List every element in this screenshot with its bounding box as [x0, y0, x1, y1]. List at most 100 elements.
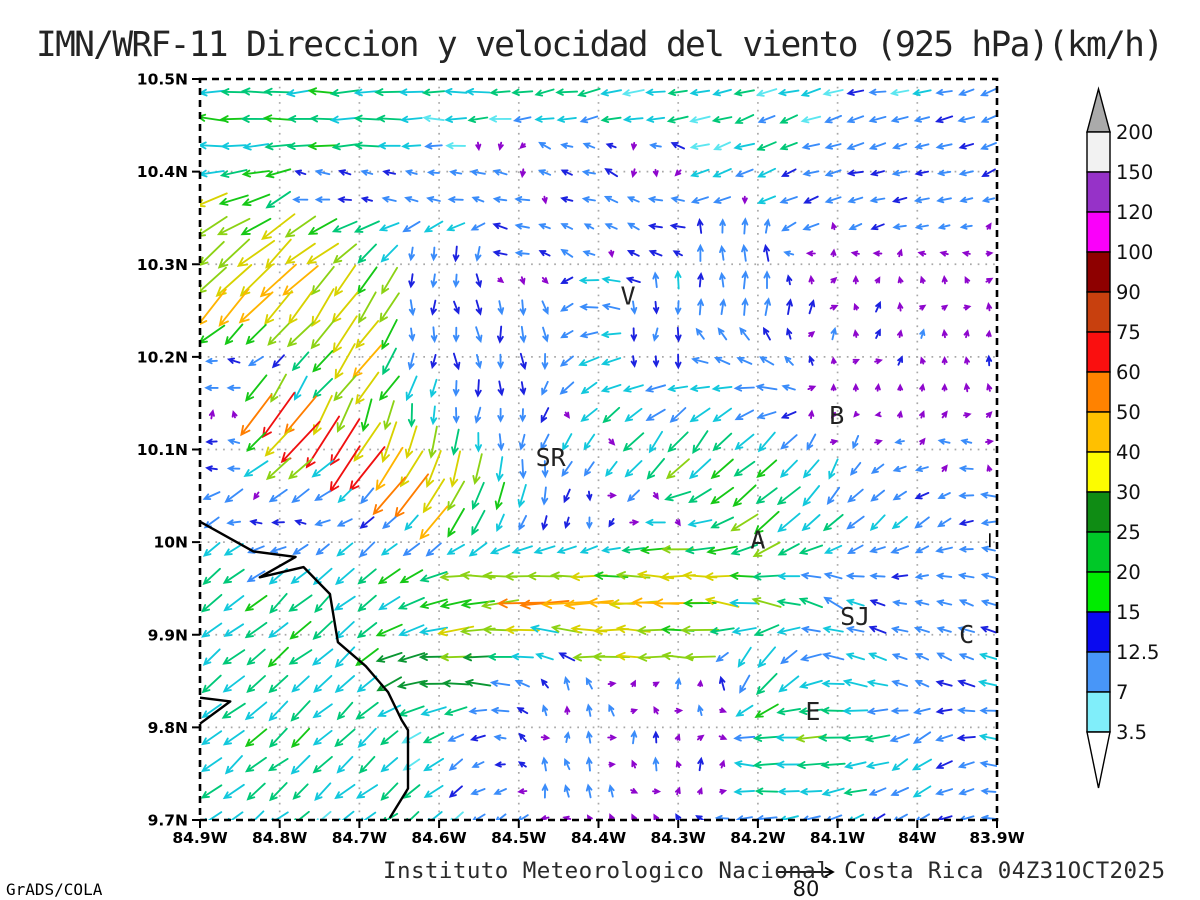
wind-arrow	[756, 459, 778, 479]
wind-arrow	[202, 567, 221, 586]
wind-arrow	[293, 810, 310, 820]
wind-arrow	[978, 652, 997, 661]
city-label-c: C	[959, 620, 974, 649]
wind-arrow	[874, 276, 881, 284]
wind-arrow	[608, 518, 615, 528]
wind-arrow	[626, 196, 640, 203]
wind-arrow	[227, 811, 244, 820]
wind-arrow	[601, 303, 621, 311]
wind-arrow	[202, 542, 221, 557]
wind-arrow	[621, 546, 646, 554]
wind-arrow	[564, 731, 571, 744]
wind-arrow	[800, 115, 822, 124]
wind-arrow	[200, 113, 227, 122]
x-axis-label: 84.7W	[332, 829, 387, 847]
wind-arrow	[600, 357, 622, 366]
wind-arrow	[519, 381, 527, 396]
wind-arrow	[399, 115, 423, 124]
colorbar-segment	[1086, 491, 1111, 533]
wind-arrow	[980, 87, 997, 97]
wind-arrow	[430, 273, 438, 289]
wind-arrow	[688, 488, 712, 503]
wind-arrow	[537, 169, 552, 176]
wind-arrow	[754, 703, 779, 718]
wind-arrow	[800, 625, 821, 633]
wind-arrow	[518, 732, 527, 742]
wind-arrow	[517, 814, 529, 820]
wind-arrow	[648, 430, 664, 454]
wind-arrow	[608, 813, 615, 820]
wind-arrow	[981, 168, 996, 177]
wind-arrow	[894, 438, 905, 445]
colorbar-segment	[1086, 451, 1111, 493]
y-axis-label: 10.1N	[137, 441, 188, 459]
wind-arrow	[494, 761, 506, 768]
wind-arrow	[581, 196, 596, 203]
wind-arrow	[541, 352, 549, 371]
wind-arrow	[311, 459, 334, 478]
wind-arrow	[219, 169, 248, 178]
wind-arrow	[684, 546, 715, 555]
colorbar-segment	[1086, 371, 1111, 413]
wind-arrow	[776, 598, 801, 607]
wind-arrow	[312, 755, 333, 774]
wind-arrow	[563, 784, 571, 798]
wind-arrow	[645, 88, 666, 96]
wind-arrow	[914, 599, 930, 607]
wind-arrow	[986, 464, 993, 472]
wind-arrow	[897, 383, 904, 392]
colorbar-segment	[1086, 211, 1111, 253]
wind-arrow	[777, 543, 800, 556]
wind-arrow	[869, 514, 886, 532]
wind-arrow	[404, 514, 419, 531]
colorbar-label: 100	[1116, 241, 1153, 264]
wind-arrow	[422, 478, 446, 514]
wind-arrow	[372, 476, 407, 516]
wind-arrow	[891, 515, 908, 530]
wind-arrow	[896, 329, 903, 339]
wind-arrow	[470, 222, 486, 231]
wind-arrow	[652, 756, 660, 772]
wind-arrow	[842, 707, 869, 715]
coastline-peninsula	[199, 696, 232, 725]
wind-arrow	[201, 593, 223, 613]
wind-arrow	[980, 519, 997, 526]
wind-arrow	[244, 374, 268, 402]
wind-arrow	[578, 276, 599, 284]
wind-arrow	[741, 270, 749, 290]
wind-arrow	[776, 626, 801, 635]
wind-arrow	[239, 264, 273, 297]
reference-arrow-glyph	[778, 866, 835, 878]
wind-arrow	[763, 243, 770, 262]
wind-arrow	[964, 276, 971, 284]
wind-arrow	[713, 356, 731, 365]
wind-arrow	[664, 490, 692, 502]
wind-arrow	[914, 545, 930, 554]
wind-arrow	[360, 398, 373, 433]
wind-arrow	[221, 702, 246, 719]
wind-arrow	[960, 438, 973, 445]
wind-arrow	[335, 567, 355, 586]
wind-arrow	[730, 543, 759, 556]
wind-arrow	[447, 733, 465, 742]
wind-arrow	[852, 358, 860, 365]
wind-arrow	[783, 250, 795, 257]
wind-arrow	[779, 196, 798, 204]
y-axis-label: 10.3N	[137, 256, 188, 274]
wind-arrow	[352, 344, 383, 379]
wind-arrow	[852, 275, 859, 285]
wind-arrow	[957, 625, 976, 633]
wind-arrow	[517, 483, 527, 509]
wind-arrow	[541, 704, 549, 717]
wind-arrow	[268, 488, 288, 503]
wind-arrow	[958, 653, 975, 661]
wind-arrow	[866, 679, 889, 687]
wind-arrow	[405, 375, 418, 402]
wind-arrow	[359, 541, 376, 558]
wind-arrow	[665, 458, 690, 480]
wind-arrow	[719, 759, 726, 769]
wind-arrow	[462, 653, 494, 662]
wind-arrow	[238, 291, 274, 324]
wind-arrow	[963, 382, 970, 393]
colorbar-segment	[1086, 691, 1111, 733]
